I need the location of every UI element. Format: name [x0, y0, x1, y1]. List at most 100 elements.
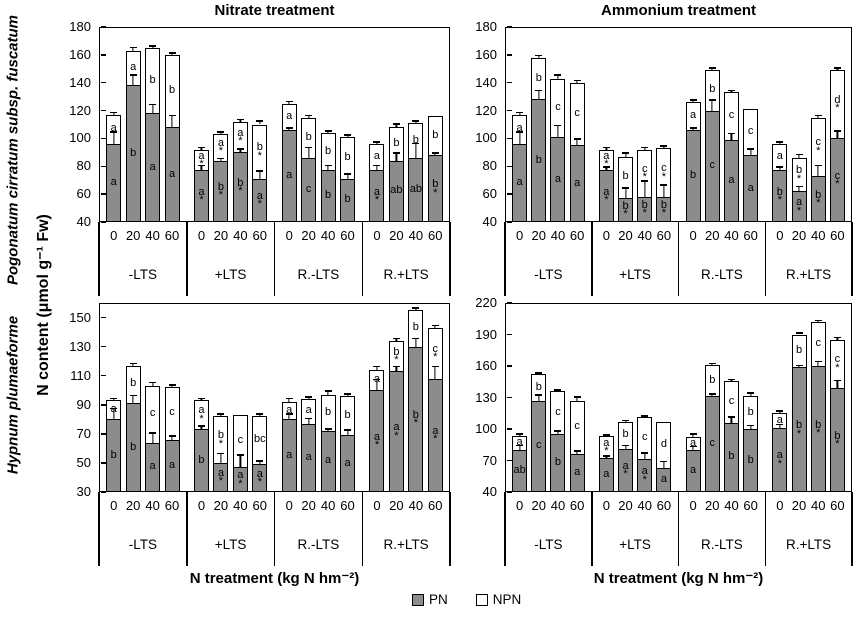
- y-tick: [100, 221, 106, 223]
- sig-star: *: [604, 445, 609, 458]
- bar-segment-pn: [389, 160, 403, 221]
- group-divider: [591, 492, 593, 566]
- stacked-bar: [598, 149, 614, 222]
- sig-letter: a: [198, 404, 205, 417]
- sig-label: bc: [246, 434, 274, 444]
- error-bar: [833, 336, 841, 340]
- error-bar-stem: [711, 362, 713, 365]
- group-divider: [764, 492, 766, 566]
- error-bar-stem: [200, 164, 203, 171]
- y-tick-label: 160: [475, 46, 497, 62]
- error-bar: [535, 89, 543, 100]
- y-tick-label: 60: [76, 186, 91, 202]
- sig-letter: b: [237, 176, 244, 189]
- error-bar-stem: [308, 146, 310, 158]
- error-bar-stem: [644, 452, 646, 460]
- sig-label: a: [334, 457, 362, 467]
- panel-title-ammonium: Ammonium treatment: [600, 2, 757, 19]
- sig-letter: c: [555, 405, 561, 418]
- group-label: R.+LTS: [383, 267, 429, 282]
- sig-label: a *: [382, 422, 410, 441]
- sig-label: a *: [207, 138, 235, 157]
- sig-letter: b: [110, 448, 117, 461]
- stacked-bar: [408, 310, 424, 492]
- stacked-bar: [193, 400, 209, 492]
- sig-letter: b: [130, 146, 137, 159]
- stacked-bar: [106, 400, 122, 492]
- sig-letter: b: [690, 169, 697, 182]
- error-bar-stem: [239, 148, 241, 153]
- npn-swatch: [475, 593, 488, 606]
- sig-label: a: [314, 455, 342, 465]
- dose-label: 40: [724, 498, 739, 513]
- group-label: R.+LTS: [786, 537, 832, 552]
- sig-letter: c: [432, 342, 439, 355]
- sig-star: *: [218, 437, 224, 450]
- sig-letter: b: [130, 440, 137, 453]
- error-bar: [747, 148, 755, 156]
- sig-letter: a: [432, 424, 439, 437]
- error-bar-stem: [113, 397, 115, 401]
- sig-label: a: [100, 402, 128, 415]
- legend-item-pn: PN: [412, 592, 448, 607]
- sig-label: a *: [363, 187, 391, 207]
- group-divider: [677, 222, 680, 296]
- dose-label: 0: [110, 228, 118, 243]
- sig-letter: a: [776, 449, 783, 462]
- sig-star: *: [604, 158, 609, 171]
- y-tick-label: 150: [69, 309, 91, 325]
- error-bar-stem: [259, 120, 261, 125]
- sig-letter: a: [516, 436, 523, 449]
- sig-label: a: [139, 461, 167, 471]
- sig-letter: b: [344, 193, 351, 206]
- sig-label: c: [139, 408, 167, 418]
- sig-label: a *: [187, 187, 215, 206]
- sig-letter: b: [815, 418, 822, 431]
- sig-label: c: [804, 338, 832, 348]
- sig-label: a: [766, 151, 794, 161]
- error-bar: [324, 130, 332, 133]
- bar-segment-pn: [570, 454, 584, 491]
- sig-label: b *: [631, 200, 659, 219]
- sig-star: *: [394, 354, 399, 367]
- sig-label: b: [737, 407, 765, 417]
- pn-swatch: [412, 593, 424, 606]
- sig-label: c *: [631, 164, 659, 183]
- y-tick: [100, 54, 106, 56]
- error-bar-stem: [557, 124, 559, 138]
- error-bar-stem: [346, 173, 349, 179]
- y-tick: [506, 137, 512, 140]
- sig-letter: a: [110, 402, 117, 415]
- error-bar-stem: [327, 164, 329, 171]
- y-tick-label: 160: [475, 358, 497, 373]
- sig-star: *: [238, 135, 243, 148]
- dose-label: 0: [515, 228, 524, 243]
- y-tick: [100, 193, 106, 195]
- sig-letter: a: [256, 189, 263, 202]
- bar-segment-pn: [302, 157, 316, 221]
- y-tick: [100, 491, 106, 493]
- error-bar-stem: [605, 434, 607, 437]
- group-label: R.-LTS: [297, 537, 340, 552]
- dose-label: 40: [233, 228, 248, 243]
- sig-star: *: [433, 351, 438, 364]
- sig-label: a: [363, 374, 391, 384]
- sig-letter: a: [516, 176, 523, 188]
- bar-segment-pn: [194, 170, 208, 221]
- error-bar: [622, 419, 630, 422]
- group-divider: [98, 222, 100, 296]
- sig-letter: a: [110, 176, 117, 188]
- error-bar: [256, 120, 264, 125]
- sig-letter: b: [834, 429, 841, 442]
- sig-label: a: [295, 452, 323, 462]
- sig-label: b: [139, 74, 167, 84]
- error-bar-stem: [576, 79, 578, 83]
- sig-label: ab: [506, 465, 534, 475]
- bar-segment-pn: [686, 130, 700, 221]
- error-bar: [168, 435, 176, 440]
- error-bar: [602, 434, 610, 437]
- sig-star: *: [374, 194, 380, 207]
- sig-letter: b: [622, 199, 629, 212]
- error-bar: [795, 332, 803, 335]
- sig-label: ab: [382, 185, 410, 195]
